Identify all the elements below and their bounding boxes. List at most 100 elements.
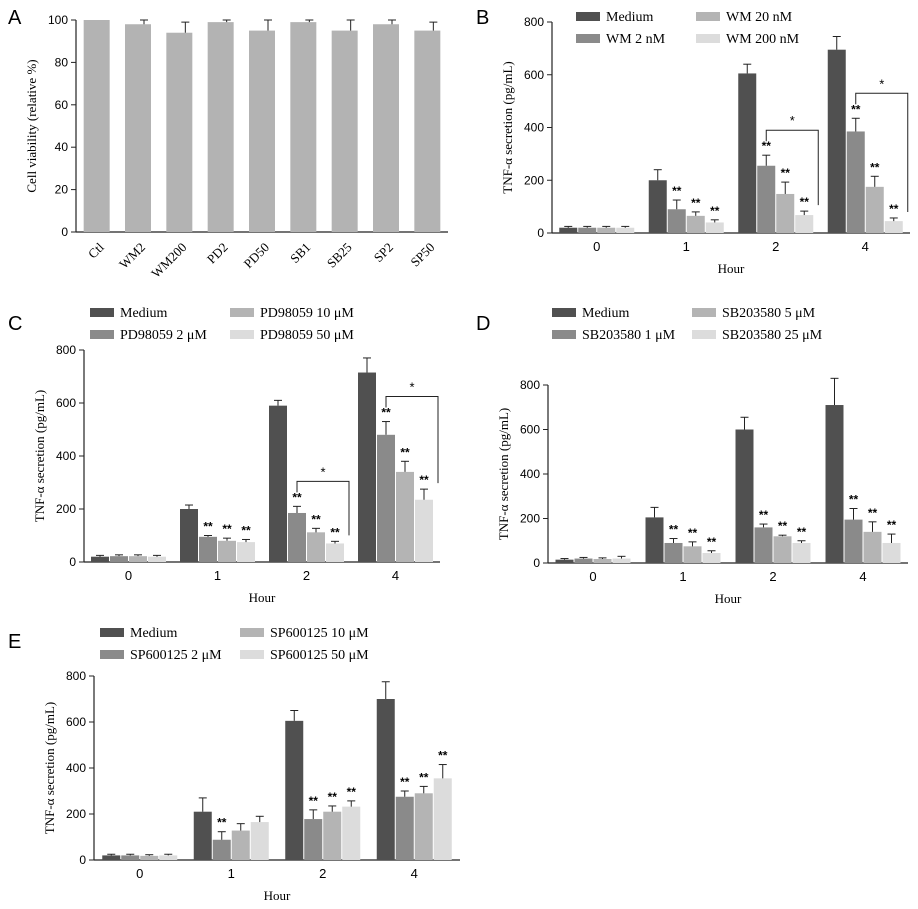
panel-c-bar xyxy=(148,556,166,562)
panel-a-x-tick-label: SP2 xyxy=(371,240,396,265)
panel-a-x-tick-label: SB1 xyxy=(287,240,313,266)
panel-b-significance-label: ** xyxy=(889,202,899,216)
panel-d-x-tick-label: 4 xyxy=(859,569,866,584)
panel-a-y-tick-label: 0 xyxy=(61,225,68,239)
panel-e-bar xyxy=(285,720,304,860)
panel-c-bar xyxy=(307,532,325,562)
panel-c-x-tick-label: 1 xyxy=(214,568,221,583)
panel-b-bar xyxy=(827,49,846,233)
panel-c-legend-swatch xyxy=(230,308,254,317)
panel-d-significance-label: ** xyxy=(778,519,788,533)
panel-b-bracket-label: * xyxy=(879,76,884,91)
panel-e-bar xyxy=(193,811,212,860)
panel-d-bar xyxy=(645,517,664,563)
panel-d-bar xyxy=(773,536,792,563)
panel-d-y-tick-label: 200 xyxy=(520,512,540,526)
panel-b-significance-label: ** xyxy=(672,184,682,198)
panel-e-significance-label: ** xyxy=(217,816,227,830)
panel-d-bar xyxy=(664,542,683,563)
panel-label-d: D xyxy=(476,313,490,335)
panel-c-bar xyxy=(326,543,344,562)
panel-e-x-tick-label: 0 xyxy=(136,866,143,881)
panel-c-legend-swatch xyxy=(230,330,254,339)
panel-label-c: C xyxy=(8,313,22,335)
panel-b-y-tick-label: 200 xyxy=(524,173,544,187)
panel-b-significance-label: ** xyxy=(800,195,810,209)
panel-b-bar xyxy=(757,165,776,233)
panel-a-y-axis-title: Cell viability (relative %) xyxy=(24,59,39,192)
panel-d-y-tick-label: 400 xyxy=(520,467,540,481)
panel-b-bracket xyxy=(765,129,819,206)
panel-b-bar xyxy=(559,227,578,233)
panel-d-significance-label: ** xyxy=(669,523,679,537)
panel-b-bar xyxy=(616,227,635,233)
panel-a-y-tick-label: 20 xyxy=(55,183,69,197)
panel-a-x-tick-label: WM200 xyxy=(148,240,189,281)
panel-e-bar xyxy=(159,855,178,860)
panel-d-x-tick-label: 1 xyxy=(679,569,686,584)
panel-e-bar xyxy=(231,830,250,860)
panel-c-significance-label: ** xyxy=(241,523,251,537)
panel-d-y-tick-label: 600 xyxy=(520,423,540,437)
panel-d-y-axis-title: TNF-α secretion (pg/mL) xyxy=(496,408,511,540)
panel-e-legend-swatch xyxy=(100,650,124,659)
panel-d-bar xyxy=(792,542,811,563)
panel-c-bracket xyxy=(296,480,350,536)
panel-e-bar xyxy=(304,819,323,860)
panel-b-legend-label: WM 20 nM xyxy=(726,10,793,25)
panel-c-bracket-label: * xyxy=(320,464,325,479)
panel-a-bar xyxy=(207,22,234,233)
panel-c-bar xyxy=(180,509,198,562)
panel-b-y-tick-label: 0 xyxy=(537,226,544,240)
panel-c-x-tick-label: 0 xyxy=(125,568,132,583)
panel-c-significance-label: ** xyxy=(222,522,232,536)
panel-b-bracket-label: * xyxy=(790,113,795,128)
panel-b-bar xyxy=(776,193,795,233)
panel-b-bar xyxy=(705,222,724,233)
panel-a-x-tick-label: SP50 xyxy=(407,240,437,270)
panel-d-x-tick-label: 2 xyxy=(769,569,776,584)
panel-d-significance-label: ** xyxy=(797,525,807,539)
panel-a-y-tick-label: 80 xyxy=(55,55,69,69)
panel-c-bar xyxy=(110,556,128,562)
panel-e-bar xyxy=(121,855,140,860)
panel-e-bar xyxy=(102,855,121,860)
panel-e-x-axis-title: Hour xyxy=(264,888,291,903)
panel-c-legend-label: Medium xyxy=(120,306,168,321)
panel-b-bar xyxy=(884,221,903,233)
panel-d-bar xyxy=(844,519,863,563)
panel-label-b: B xyxy=(476,7,489,29)
panel-c-bar xyxy=(415,499,433,562)
panel-e-legend-label: Medium xyxy=(130,626,178,641)
panel-b-legend-label: WM 200 nM xyxy=(726,32,800,47)
panel-c-legend-label: PD98059 10 μM xyxy=(260,306,354,321)
panel-d-legend-swatch xyxy=(692,308,716,317)
panel-c-bracket xyxy=(385,396,439,484)
panel-d-x-axis-title: Hour xyxy=(715,591,742,606)
panel-b-x-tick-label: 4 xyxy=(862,239,869,254)
panel-b-legend-swatch xyxy=(576,12,600,21)
panel-c-legend-label: PD98059 2 μM xyxy=(120,328,207,343)
panel-c-y-axis-title: TNF-α secretion (pg/mL) xyxy=(32,390,47,522)
panel-d-bar xyxy=(593,558,612,563)
panel-b-legend-label: Medium xyxy=(606,10,654,25)
panel-c-bar xyxy=(358,372,376,562)
panel-b-x-tick-label: 2 xyxy=(772,239,779,254)
panel-e-legend-label: SP600125 10 μM xyxy=(270,626,369,641)
panel-c-significance-label: ** xyxy=(330,525,340,539)
panel-c-significance-label: ** xyxy=(311,512,321,526)
panel-c-bracket-label: * xyxy=(409,380,414,395)
panel-d-significance-label: ** xyxy=(688,526,698,540)
panel-e-bar xyxy=(433,778,452,860)
panel-d-bar xyxy=(735,429,754,563)
panel-a-x-tick-label: WM2 xyxy=(116,240,148,272)
panel-b-significance-label: ** xyxy=(781,166,791,180)
panel-c-bar xyxy=(218,540,236,562)
panel-d-legend-swatch xyxy=(692,330,716,339)
panel-b-bar xyxy=(578,227,597,233)
panel-e-x-tick-label: 2 xyxy=(319,866,326,881)
panel-e-y-tick-label: 400 xyxy=(66,761,86,775)
panel-e-significance-label: ** xyxy=(419,770,429,784)
panel-c-x-tick-label: 4 xyxy=(392,568,399,583)
